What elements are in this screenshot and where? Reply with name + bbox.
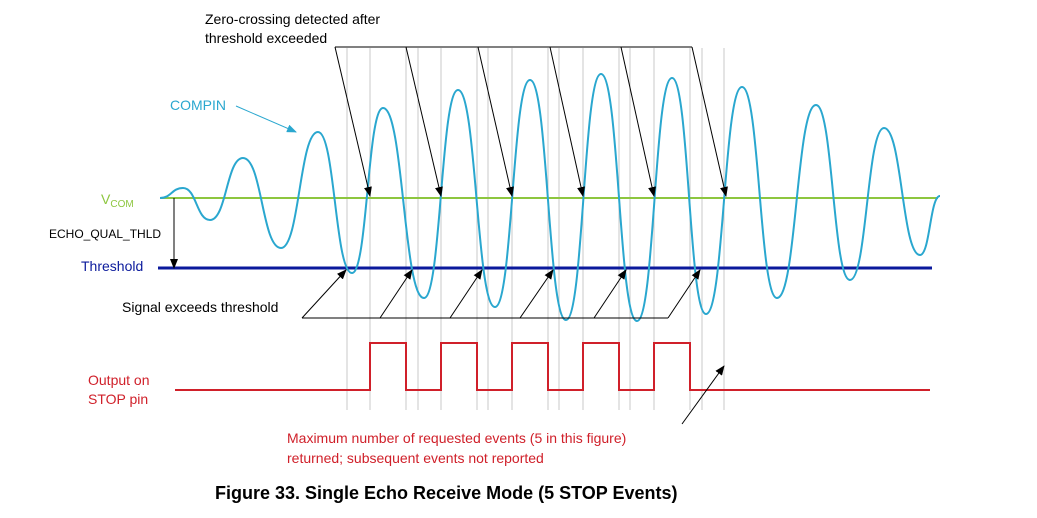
compin-label: COMPIN <box>170 97 226 113</box>
zero-crossing-leader-1 <box>334 46 372 197</box>
zero-crossing-leader-5 <box>620 46 656 197</box>
echo-qual-thld-label: ECHO_QUAL_THLD <box>49 227 161 241</box>
max-events-label-line1: Maximum number of requested events (5 in… <box>287 430 626 446</box>
zero-crossing-label-line1: Zero-crossing detected after <box>205 11 380 27</box>
threshold-leader-1 <box>301 269 347 319</box>
zero-crossing-leaders <box>334 46 728 197</box>
zero-crossing-leader-6 <box>691 46 728 197</box>
threshold-leader-4 <box>519 269 554 319</box>
zero-crossing-leader-4 <box>549 46 585 197</box>
threshold-leader-5 <box>593 269 627 319</box>
threshold-label: Threshold <box>81 258 143 274</box>
max-events-label-line2: returned; subsequent events not reported <box>287 450 544 466</box>
signal-exceeds-label: Signal exceeds threshold <box>122 299 278 315</box>
zero-crossing-label-line2: threshold exceeded <box>205 30 327 46</box>
stop-pin-output <box>175 342 930 391</box>
output-label-line1: Output on <box>88 372 150 388</box>
zero-crossing-leader-2 <box>405 46 443 197</box>
figure-caption: Figure 33. Single Echo Receive Mode (5 S… <box>215 483 677 503</box>
threshold-leader-2 <box>379 269 413 319</box>
compin-waveform <box>159 72 941 323</box>
output-label-line2: STOP pin <box>88 391 148 407</box>
threshold-leader-3 <box>449 269 483 319</box>
vertical-gridlines <box>346 48 725 410</box>
vcom-label-main: V <box>101 191 111 207</box>
threshold-leaders <box>301 269 701 319</box>
threshold-leader-6 <box>667 269 701 319</box>
vcom-label: VCOM <box>101 191 134 210</box>
vcom-label-sub: COM <box>110 199 133 210</box>
zero-crossing-leader-3 <box>477 46 514 197</box>
max-events-leader <box>681 365 725 425</box>
compin-label-arrow <box>235 105 297 133</box>
